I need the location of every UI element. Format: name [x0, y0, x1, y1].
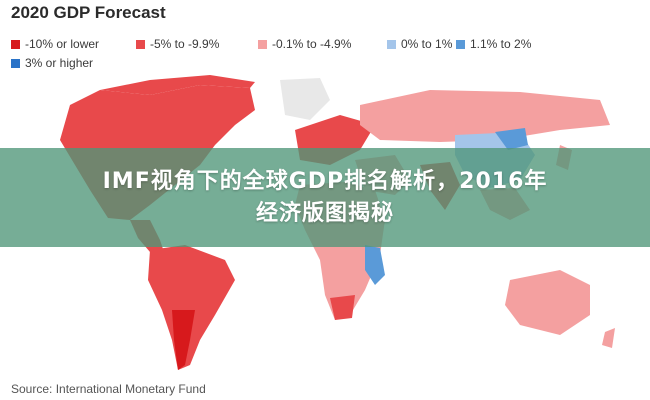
source-note: Source: International Monetary Fund [11, 382, 206, 396]
legend-item: -5% to -9.9% [136, 37, 219, 51]
legend-swatch [456, 39, 465, 49]
chart-title: 2020 GDP Forecast [11, 3, 166, 22]
map-region-southern-africa [330, 295, 355, 320]
legend-label: -0.1% to -4.9% [272, 37, 352, 51]
map-region-canada [100, 75, 255, 95]
legend-label: 1.1% to 2% [470, 37, 532, 51]
banner-title-line-1: IMF视角下的全球GDP排名解析，2016年 [102, 168, 548, 194]
legend-item: -0.1% to -4.9% [258, 37, 351, 51]
legend-swatch [136, 39, 145, 49]
legend-item: -10% or lower [11, 37, 99, 51]
map-region-argentina [172, 310, 195, 370]
legend-label: -10% or lower [25, 37, 100, 51]
legend-swatch [258, 39, 267, 49]
legend-label: 3% or higher [25, 56, 94, 70]
legend-label: 0% to 1% [401, 37, 453, 51]
map-region-south-america [148, 245, 235, 370]
legend-item: 1.1% to 2% [456, 37, 531, 51]
map-region-australia [505, 270, 590, 335]
legend-swatch [11, 39, 20, 49]
map-region-russia [360, 90, 610, 142]
legend-swatch [11, 58, 20, 68]
map-region-northwest-china [495, 128, 528, 150]
map-region-greenland [280, 78, 330, 120]
legend-item: 0% to 1% [387, 37, 452, 51]
legend-label: -5% to -9.9% [150, 37, 220, 51]
banner-title-line-2: 经济版图揭秘 [255, 200, 394, 226]
map-region-new-zealand [602, 328, 615, 348]
legend-item: 3% or higher [11, 56, 93, 70]
map-region-east-africa [365, 245, 385, 285]
legend-swatch [387, 39, 396, 49]
overlay-banner: IMF视角下的全球GDP排名解析，2016年 经济版图揭秘 [0, 148, 650, 247]
